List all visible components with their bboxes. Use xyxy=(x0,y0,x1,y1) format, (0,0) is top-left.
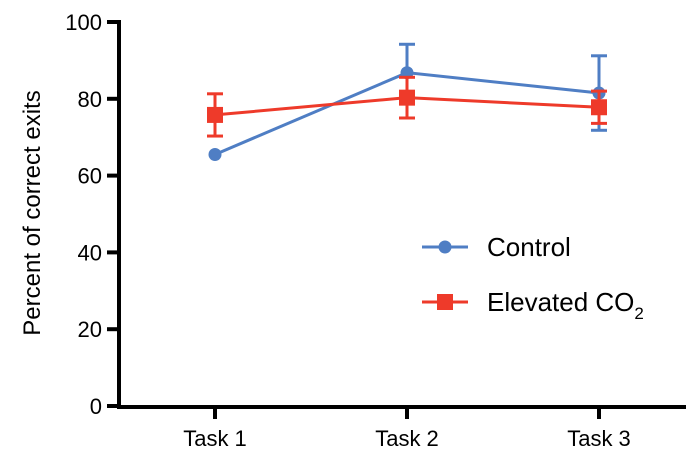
series-layer xyxy=(207,42,607,161)
y-tick-label: 40 xyxy=(78,240,102,265)
legend-swatch-control-marker xyxy=(438,240,452,254)
x-tick-label: Task 3 xyxy=(567,426,631,451)
data-point xyxy=(591,99,607,116)
y-tick-label: 0 xyxy=(90,394,102,419)
legend-label-control: Control xyxy=(487,232,571,262)
x-tick-label: Task 2 xyxy=(375,426,439,451)
y-tick-label: 60 xyxy=(78,164,102,189)
data-point xyxy=(207,106,223,123)
x-tick-label: Task 1 xyxy=(183,426,247,451)
legend: Control Elevated CO2 xyxy=(422,232,644,323)
series-elevated-co2 xyxy=(207,75,607,138)
legend-label-elevated-co2: Elevated CO2 xyxy=(487,287,644,323)
legend-label-elevated-co2-main: Elevated CO xyxy=(487,287,634,317)
y-axis-title: Percent of correct exits xyxy=(19,90,46,335)
data-point xyxy=(208,147,222,161)
y-tick-label: 20 xyxy=(78,317,102,342)
legend-label-elevated-co2-subscript: 2 xyxy=(634,304,643,323)
x-ticks: Task 1 Task 2 Task 3 xyxy=(183,407,631,451)
y-tick-label: 100 xyxy=(65,10,102,35)
y-ticks: 0 20 40 60 80 100 xyxy=(65,10,119,419)
data-point xyxy=(399,89,415,106)
y-tick-label: 80 xyxy=(78,87,102,112)
legend-item-control: Control xyxy=(422,232,571,262)
legend-swatch-elevated-co2-marker xyxy=(437,294,453,310)
legend-item-elevated-co2: Elevated CO2 xyxy=(422,287,644,323)
